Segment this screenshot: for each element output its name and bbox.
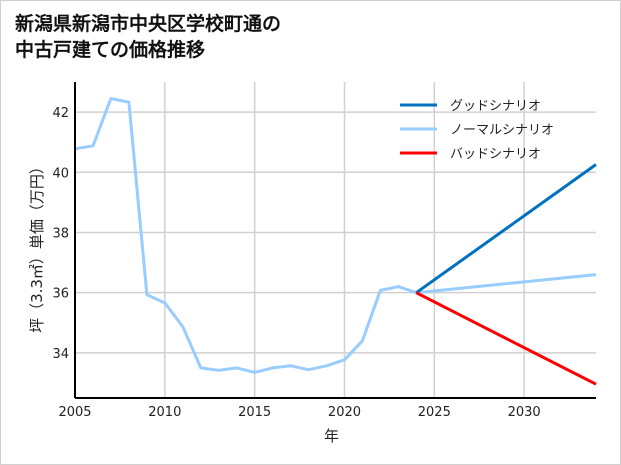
legend-label: グッドシナリオ: [450, 99, 541, 114]
y-tick-label: 42: [52, 106, 69, 121]
series-line: [415, 163, 597, 294]
y-tick-label: 40: [52, 166, 69, 181]
grid-lines: [74, 82, 596, 398]
axes: [74, 82, 596, 399]
y-axis-label: 坪（3.3㎡）単価（万円）: [28, 159, 46, 333]
legend-label: ノーマルシナリオ: [450, 123, 554, 138]
x-tick-label: 2015: [238, 405, 271, 420]
y-tick-label: 34: [52, 347, 69, 362]
series-line: [74, 97, 597, 374]
series-line: [415, 291, 597, 386]
x-tick-label: 2025: [418, 405, 451, 420]
series-lines: [74, 97, 597, 386]
legend-label: バッドシナリオ: [450, 147, 541, 162]
chart-title-line-2: 中古戸建ての価格推移: [15, 39, 206, 61]
x-tick-label: 2020: [328, 405, 361, 420]
x-tick-label: 2010: [148, 405, 181, 420]
y-tick-label: 36: [52, 287, 69, 302]
tick-labels: 2005 2010 2015 2020 2025 2030 34 36 38 40 42: [52, 106, 540, 420]
x-axis-label: 年: [324, 427, 339, 445]
y-tick-label: 38: [52, 226, 69, 241]
chart-title-line-1: 新潟県新潟市中央区学校町通の: [15, 13, 282, 35]
x-tick-label: 2030: [508, 405, 541, 420]
chart-title: 新潟県新潟市中央区学校町通の 中古戸建ての価格推移: [15, 11, 281, 63]
x-tick-label: 2005: [58, 405, 91, 420]
